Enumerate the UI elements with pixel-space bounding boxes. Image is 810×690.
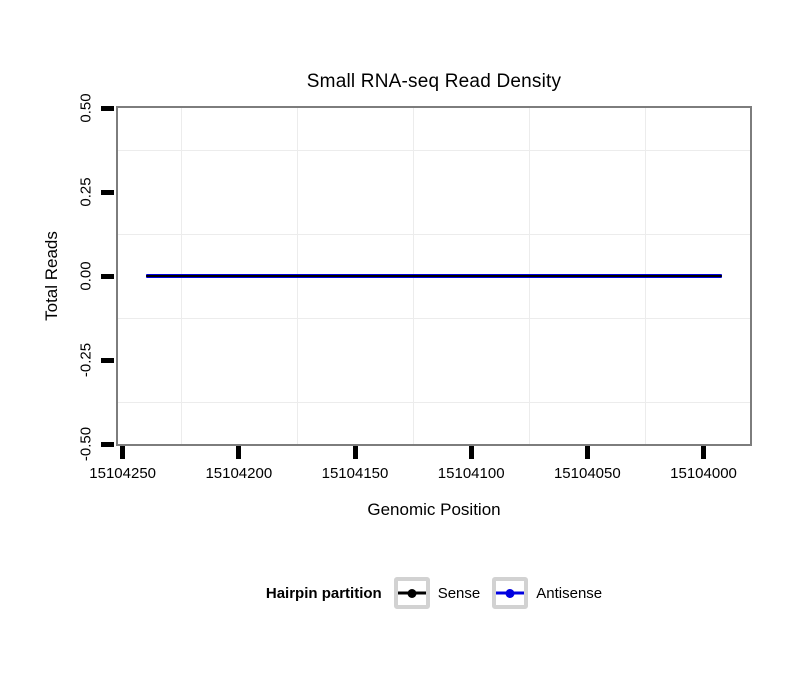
x-axis-tick (584, 446, 590, 459)
legend-label: Antisense (536, 584, 603, 602)
legend-key-sense (393, 577, 430, 609)
y-axis-tick (101, 357, 114, 363)
legend-label: Sense (437, 584, 481, 602)
x-axis-tick-label: 15104050 (553, 465, 621, 482)
y-axis-tick (101, 273, 114, 279)
minor-gridline-horizontal (118, 234, 750, 235)
y-axis-tick-label: 0.25 (77, 177, 95, 207)
x-axis-tick (701, 446, 707, 459)
legend-title: Hairpin partition (265, 584, 382, 602)
minor-gridline-horizontal (118, 402, 750, 403)
point-icon (407, 588, 417, 598)
minor-gridline-horizontal (118, 150, 750, 151)
x-axis-tick (352, 446, 358, 459)
x-axis-label: Genomic Position (367, 500, 501, 519)
x-axis-tick-label: 15104150 (321, 465, 389, 482)
series-line-sense (145, 275, 723, 277)
x-axis-tick (120, 446, 126, 459)
chart-title: Small RNA-seq Read Density (306, 71, 562, 92)
minor-gridline-horizontal (118, 318, 750, 319)
y-axis-label: Total Reads (42, 231, 61, 321)
point-icon (505, 588, 515, 598)
x-axis-tick-label: 15104250 (89, 465, 157, 482)
y-axis-tick-label: 0.50 (77, 93, 95, 123)
y-axis-tick-label: -0.25 (77, 342, 95, 378)
x-axis-tick-label: 15104100 (437, 465, 505, 482)
line-point-glyph (397, 588, 426, 598)
legend-entry-antisense: Antisense (492, 577, 602, 609)
y-axis-tick (101, 189, 114, 195)
y-axis-tick-label: -0.50 (77, 426, 95, 462)
y-axis-tick (101, 105, 114, 111)
x-axis-tick-label: 15104000 (670, 465, 737, 482)
x-axis-tick (468, 446, 474, 459)
plot-area (116, 106, 752, 446)
legend-entry-sense: Sense (393, 577, 481, 609)
legend: Hairpin partition Sense Antisense (118, 577, 750, 609)
line-point-glyph (496, 588, 525, 598)
x-axis-tick-label: 15104200 (205, 465, 273, 482)
legend-key-antisense (492, 577, 529, 609)
x-axis-tick (236, 446, 242, 459)
y-axis-tick-label: 0.00 (77, 261, 95, 291)
y-axis-tick (101, 441, 114, 447)
